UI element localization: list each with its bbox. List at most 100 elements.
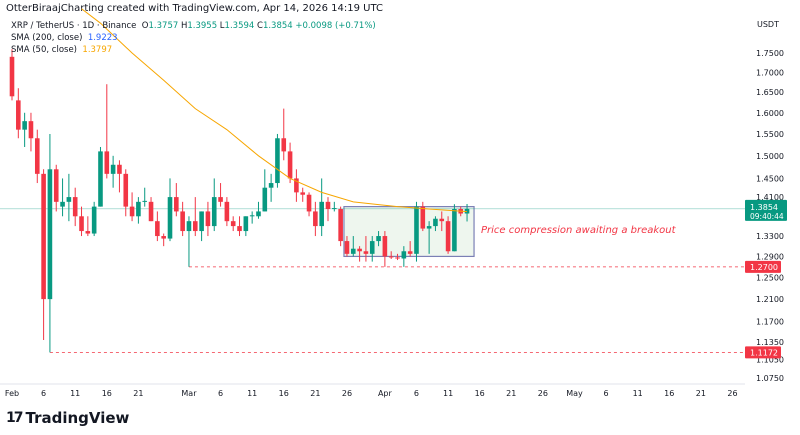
candle-body bbox=[433, 218, 438, 227]
candle-body bbox=[452, 209, 457, 252]
candle-body bbox=[357, 248, 362, 252]
time-tick: 21 bbox=[133, 389, 143, 398]
candle-body bbox=[104, 151, 110, 174]
candle-body bbox=[22, 121, 27, 130]
support-price-badge bbox=[745, 260, 781, 273]
candle-body bbox=[79, 216, 84, 232]
high-value: 1.3955 bbox=[187, 21, 218, 31]
candle-body bbox=[369, 241, 375, 254]
time-tick: 26 bbox=[538, 389, 548, 398]
candle-body bbox=[218, 197, 223, 202]
price-tick: 1.1700 bbox=[756, 318, 784, 327]
candle-body bbox=[281, 138, 287, 152]
candle-body bbox=[382, 236, 388, 257]
candle-body bbox=[407, 251, 413, 254]
candle-body bbox=[28, 121, 34, 139]
sma50-row[interactable]: SMA (50, close) 1.3797 bbox=[11, 44, 376, 56]
candle-body bbox=[199, 211, 204, 232]
candle-body bbox=[306, 194, 312, 212]
currency-label[interactable]: USDT bbox=[757, 20, 779, 29]
candle-body bbox=[148, 201, 154, 222]
candle-body bbox=[350, 248, 356, 254]
candle-body bbox=[249, 215, 255, 217]
time-tick: May bbox=[566, 389, 583, 398]
candle-body bbox=[439, 218, 445, 222]
candle-body bbox=[192, 221, 198, 232]
sma200-row[interactable]: SMA (200, close) 1.9223 bbox=[11, 32, 376, 44]
chart-legend: XRP / TetherUS · 1D · Binance O1.3757 H1… bbox=[11, 20, 376, 56]
price-chart[interactable]: 1.7500 1.7000 1.6500 1.6000 1.5500 1.5000 1.45… bbox=[0, 0, 800, 405]
price-tick: 1.5000 bbox=[756, 152, 784, 161]
candle-body bbox=[47, 169, 53, 300]
candle-body bbox=[401, 251, 407, 259]
candle-body bbox=[41, 173, 46, 300]
candle-body bbox=[230, 221, 236, 227]
time-tick: 21 bbox=[506, 389, 516, 398]
candle-body bbox=[313, 211, 318, 227]
price-tick: 1.2100 bbox=[756, 295, 784, 304]
candle-body bbox=[53, 169, 59, 202]
tradingview-logo[interactable]: 17 TradingView bbox=[6, 409, 129, 427]
candle-body bbox=[332, 208, 337, 210]
price-tick: 1.4500 bbox=[756, 174, 784, 183]
candle-body bbox=[338, 209, 343, 242]
candle-body bbox=[205, 211, 211, 227]
price-tick: 1.6000 bbox=[756, 109, 784, 118]
symbol-label: XRP / TetherUS · 1D · Binance bbox=[11, 21, 137, 31]
candle-body bbox=[167, 197, 173, 239]
candle-body bbox=[211, 197, 217, 227]
price-tick: 1.1050 bbox=[756, 356, 784, 365]
candle-body bbox=[287, 151, 293, 179]
sma200-label: SMA (200, close) bbox=[11, 33, 83, 43]
price-tick: 1.3300 bbox=[756, 232, 784, 241]
candle-body bbox=[9, 56, 15, 97]
time-tick: 26 bbox=[727, 389, 737, 398]
time-tick: 6 bbox=[604, 389, 609, 398]
candle-body bbox=[275, 138, 280, 184]
time-tick: 21 bbox=[310, 389, 320, 398]
support-price-badge bbox=[745, 346, 781, 359]
candle-body bbox=[98, 151, 103, 207]
candle-body bbox=[363, 251, 369, 254]
time-tick: 11 bbox=[633, 389, 643, 398]
time-tick: 26 bbox=[342, 389, 352, 398]
candle-body bbox=[262, 187, 268, 212]
countdown-text: 09:40:44 bbox=[750, 212, 784, 221]
candle-body bbox=[186, 221, 192, 232]
last-price-badge bbox=[745, 199, 787, 221]
sma50-label: SMA (50, close) bbox=[11, 45, 77, 55]
candle-body bbox=[180, 211, 185, 232]
change-value: +0.0098 (+0.71%) bbox=[295, 21, 376, 31]
candle-body bbox=[395, 257, 400, 259]
price-tick: 1.1350 bbox=[756, 338, 784, 347]
candle-body bbox=[344, 241, 350, 254]
annotation-text: Price compression awaiting a breakout bbox=[481, 225, 677, 236]
sma50-value: 1.3797 bbox=[82, 45, 113, 55]
time-tick: Mar bbox=[181, 389, 197, 398]
time-tick: 11 bbox=[443, 389, 453, 398]
price-tick: 1.7000 bbox=[756, 68, 784, 77]
support-price-text: 1.1172 bbox=[750, 348, 778, 357]
open-value: 1.3757 bbox=[148, 21, 179, 31]
symbol-ohlc-row[interactable]: XRP / TetherUS · 1D · Binance O1.3757 H1… bbox=[11, 21, 376, 31]
time-tick: 6 bbox=[218, 389, 223, 398]
chart-credit: OtterBiraajCharting created with Trading… bbox=[6, 3, 383, 14]
price-tick: 1.2500 bbox=[756, 273, 784, 282]
candle-body bbox=[325, 201, 331, 210]
candle-body bbox=[388, 256, 394, 258]
logo-text: TradingView bbox=[25, 409, 130, 427]
price-tick: 1.0750 bbox=[756, 374, 784, 383]
support-price-text: 1.2700 bbox=[750, 263, 778, 272]
candle-body bbox=[66, 197, 72, 202]
time-tick: 6 bbox=[414, 389, 419, 398]
time-tick: Feb bbox=[5, 389, 19, 398]
candle-body bbox=[60, 201, 65, 207]
candle-body bbox=[117, 164, 122, 174]
candle-body bbox=[174, 197, 179, 212]
candle-body bbox=[34, 138, 40, 174]
candle-body bbox=[224, 201, 230, 222]
time-tick: Apr bbox=[378, 389, 393, 398]
candle-body bbox=[136, 201, 141, 217]
candle-body bbox=[237, 226, 242, 232]
candle-body bbox=[445, 221, 451, 252]
